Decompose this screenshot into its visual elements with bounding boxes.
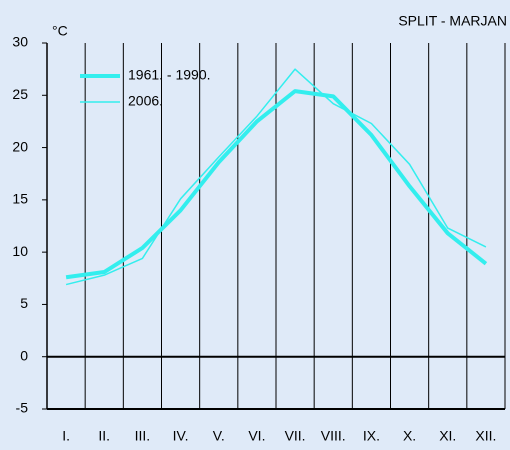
x-tick-label: I. [62,428,70,444]
y-tick-label: 5 [20,295,28,311]
data-line [65,89,488,280]
y-tick-label: 30 [12,34,28,50]
x-tick-label: VIII. [321,428,346,444]
x-tick-label: VI. [248,428,265,444]
legend-label: 2006. [128,93,163,109]
y-tick-label: 15 [12,191,28,207]
x-tick-label: V. [213,428,225,444]
y-tick-label: 0 [20,347,28,363]
chart-title: SPLIT - MARJAN [398,13,507,29]
x-tick-label: II. [98,428,110,444]
x-tick-label: XI. [439,428,456,444]
x-tick-label: IV. [173,428,189,444]
legend-label: 1961. - 1990. [128,67,211,83]
y-axis-unit: °C [52,23,68,39]
x-tick-label: IX. [363,428,380,444]
x-tick-label: VII. [285,428,306,444]
y-tick-label: -5 [16,400,29,416]
data-line [65,68,487,286]
y-tick-label: 25 [12,86,28,102]
x-tick-label: III. [135,428,151,444]
y-tick-label: 20 [12,138,28,154]
y-tick-label: 10 [12,243,28,259]
x-tick-label: X. [403,428,416,444]
x-tick-label: XII. [475,428,496,444]
